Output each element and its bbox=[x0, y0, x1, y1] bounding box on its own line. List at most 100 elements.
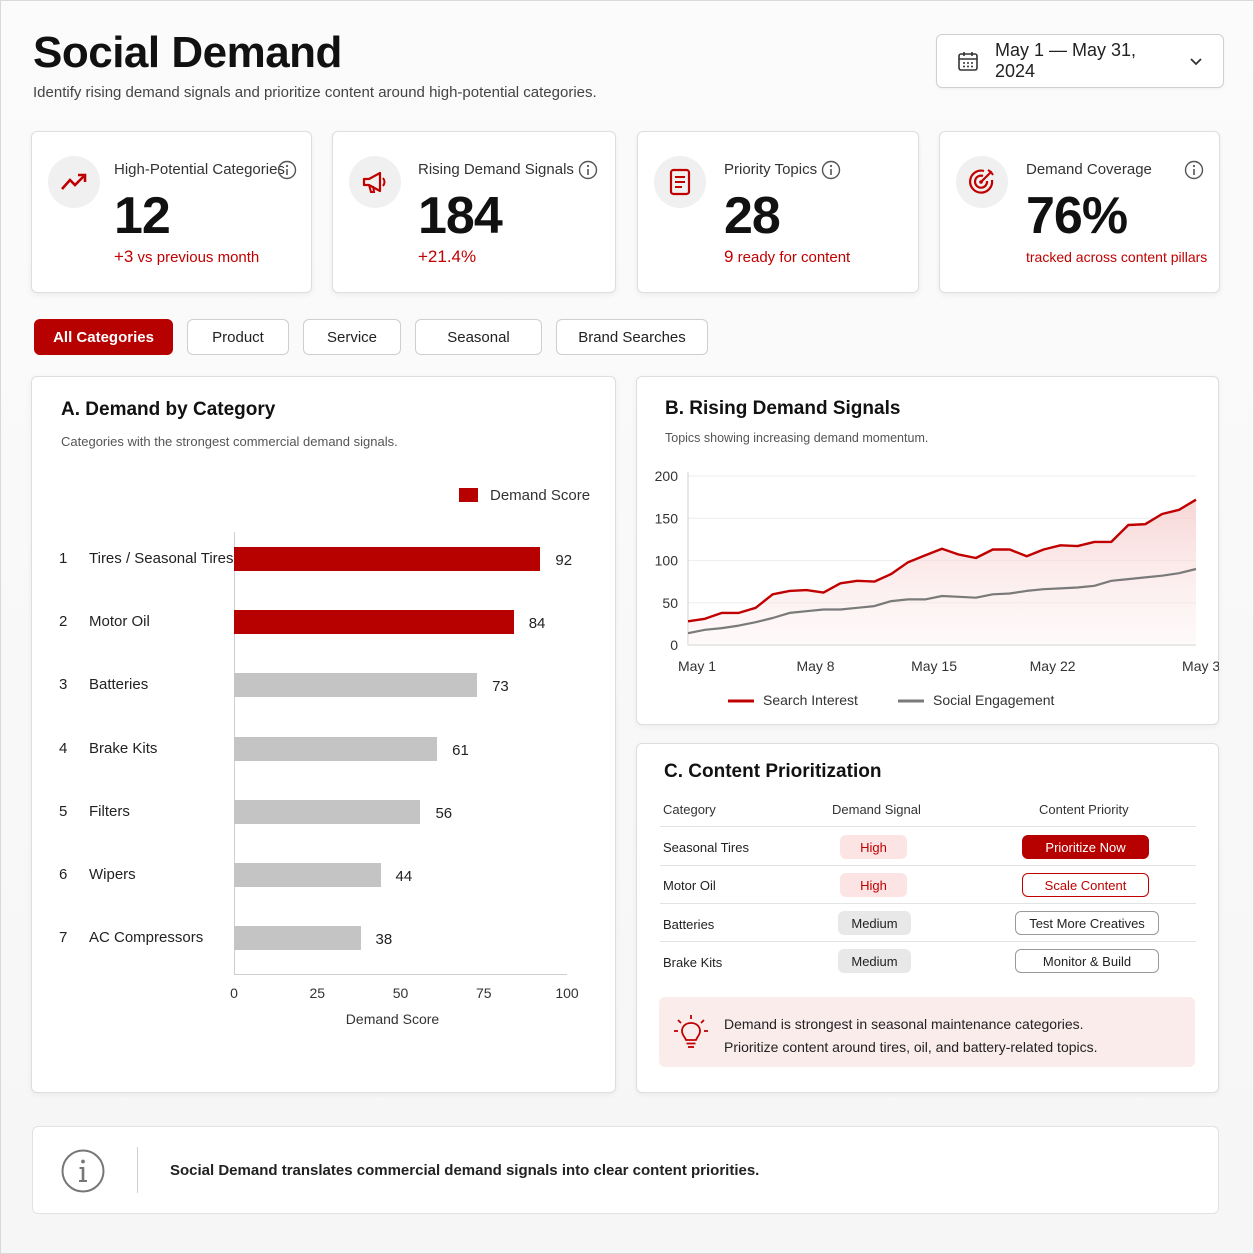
divider bbox=[660, 903, 1196, 904]
table-title: C. Content Prioritization bbox=[664, 761, 882, 782]
bar-value-label: 56 bbox=[435, 804, 453, 822]
bar-value-label: 92 bbox=[555, 552, 573, 569]
bar-rank: 4 bbox=[59, 739, 68, 757]
kpi-value: 28 bbox=[724, 187, 781, 245]
bar-value-label: 38 bbox=[375, 931, 393, 949]
page-title: Social Demand bbox=[33, 28, 342, 77]
filter-brand-searches[interactable]: Brand Searches bbox=[556, 319, 708, 355]
table-cell-category: Seasonal Tires bbox=[663, 840, 749, 855]
filter-all-categories[interactable]: All Categories bbox=[34, 319, 173, 355]
chart-b-title: B. Rising Demand Signals bbox=[665, 398, 901, 419]
bar-rank: 1 bbox=[59, 550, 68, 567]
divider bbox=[660, 865, 1196, 866]
x-tick-label: 50 bbox=[392, 985, 409, 1001]
search-interest-area bbox=[688, 499, 1196, 645]
y-tick-label: 150 bbox=[655, 510, 679, 526]
signal-badge: Medium bbox=[838, 949, 911, 973]
table-cell-category: Batteries bbox=[663, 917, 715, 932]
kpi-delta: 9 ready for content bbox=[724, 247, 851, 266]
divider bbox=[137, 1147, 138, 1193]
x-axis-line bbox=[234, 974, 567, 975]
x-tick-label: 0 bbox=[230, 985, 238, 1001]
kpi-label: Priority Topics bbox=[724, 161, 818, 178]
bar[interactable] bbox=[234, 673, 478, 698]
bar-category-label: Batteries bbox=[89, 676, 149, 694]
kpi-value: 12 bbox=[114, 187, 171, 245]
divider bbox=[660, 941, 1196, 942]
divider bbox=[660, 826, 1196, 827]
bar-rank: 7 bbox=[59, 929, 68, 947]
bar-category-label: Wipers bbox=[89, 866, 136, 883]
bar[interactable] bbox=[234, 547, 541, 571]
date-range-picker[interactable]: May 1 — May 31, 2024 bbox=[936, 34, 1224, 88]
date-range-text: May 1 — May 31, 2024 bbox=[995, 40, 1137, 81]
x-tick-label: 100 bbox=[555, 985, 579, 1001]
bar-category-label: Tires / Seasonal Tires bbox=[89, 550, 234, 567]
legend-line-grey bbox=[898, 699, 924, 703]
kpi-delta: +3 vs previous month bbox=[114, 247, 260, 266]
priority-button[interactable]: Monitor & Build bbox=[1015, 949, 1159, 973]
signal-badge: High bbox=[840, 873, 907, 897]
priority-button[interactable]: Test More Creatives bbox=[1015, 911, 1159, 935]
info-icon[interactable] bbox=[277, 160, 297, 180]
bar-category-label: Brake Kits bbox=[89, 739, 158, 757]
bar-category-label: AC Compressors bbox=[89, 929, 204, 947]
insight-line-1: Demand is strongest in seasonal maintena… bbox=[724, 1016, 1084, 1032]
kpi-value: 76% bbox=[1026, 187, 1128, 245]
table-header-signal: Demand Signal bbox=[832, 802, 921, 817]
lightbulb-icon bbox=[674, 1015, 708, 1048]
legend-line-red bbox=[728, 699, 754, 703]
kpi-card-high-potential: High-Potential Categories 12 +3 vs previ… bbox=[31, 131, 312, 293]
chart-a-subtitle: Categories with the strongest commercial… bbox=[61, 434, 398, 449]
priority-button[interactable]: Scale Content bbox=[1022, 873, 1149, 897]
legend-social-engagement: Social Engagement bbox=[933, 692, 1055, 708]
table-cell-category: Motor Oil bbox=[663, 878, 716, 893]
kpi-delta: +21.4% bbox=[418, 247, 477, 266]
table-header-priority: Content Priority bbox=[1039, 802, 1129, 817]
chart-a-title: A. Demand by Category bbox=[61, 399, 276, 420]
priority-button[interactable]: Prioritize Now bbox=[1022, 835, 1149, 859]
legend-swatch bbox=[459, 488, 478, 502]
footer-banner: Social Demand translates commercial dema… bbox=[32, 1126, 1219, 1214]
bar-rank: 5 bbox=[59, 802, 68, 820]
bar[interactable] bbox=[234, 736, 438, 761]
insight-callout: Demand is strongest in seasonal maintena… bbox=[659, 997, 1195, 1067]
bar-rank: 2 bbox=[59, 613, 68, 631]
info-icon[interactable] bbox=[821, 160, 841, 180]
bar[interactable] bbox=[234, 863, 381, 887]
bar-value-label: 44 bbox=[395, 868, 413, 885]
kpi-label: Rising Demand Signals bbox=[418, 161, 574, 178]
kpi-value: 184 bbox=[418, 187, 503, 245]
signal-badge: Medium bbox=[838, 911, 911, 935]
line-chart: 0 50 100 150 200 May 1 May 8 May 15 May 22 May 31 bbox=[655, 468, 1219, 674]
y-tick-label: 100 bbox=[655, 553, 679, 569]
legend-search-interest: Search Interest bbox=[763, 692, 858, 708]
x-axis-label: Demand Score bbox=[345, 1011, 440, 1027]
bar[interactable] bbox=[234, 799, 421, 824]
bar[interactable] bbox=[234, 926, 361, 951]
bar-category-label: Motor Oil bbox=[89, 613, 150, 631]
filter-service[interactable]: Service bbox=[303, 319, 401, 355]
table-cell-category: Brake Kits bbox=[663, 955, 723, 970]
search-interest-line bbox=[687, 498, 1197, 623]
x-tick-label: 25 bbox=[309, 985, 326, 1001]
chevron-down-icon bbox=[1190, 58, 1202, 66]
filter-product[interactable]: Product bbox=[187, 319, 289, 355]
calendar-icon bbox=[958, 52, 978, 71]
page-subtitle: Identify rising demand signals and prior… bbox=[33, 84, 597, 101]
filter-seasonal[interactable]: Seasonal bbox=[415, 319, 542, 355]
kpi-card-priority-topics: Priority Topics 28 9 ready for content bbox=[637, 131, 919, 293]
bar-rank: 3 bbox=[59, 676, 68, 694]
bar-value-label: 73 bbox=[492, 678, 509, 696]
info-icon[interactable] bbox=[1184, 160, 1204, 180]
y-tick-label: 0 bbox=[670, 637, 678, 653]
y-tick-label: 50 bbox=[662, 595, 678, 611]
bar-value-label: 61 bbox=[452, 741, 469, 759]
x-tick-label: 75 bbox=[475, 985, 492, 1001]
info-icon[interactable] bbox=[578, 160, 598, 180]
bar[interactable] bbox=[234, 610, 514, 635]
kpi-label: Demand Coverage bbox=[1026, 161, 1152, 178]
x-tick-label: May 22 bbox=[1030, 658, 1076, 674]
trending-up-icon bbox=[48, 156, 100, 208]
info-circle-icon bbox=[61, 1149, 105, 1193]
